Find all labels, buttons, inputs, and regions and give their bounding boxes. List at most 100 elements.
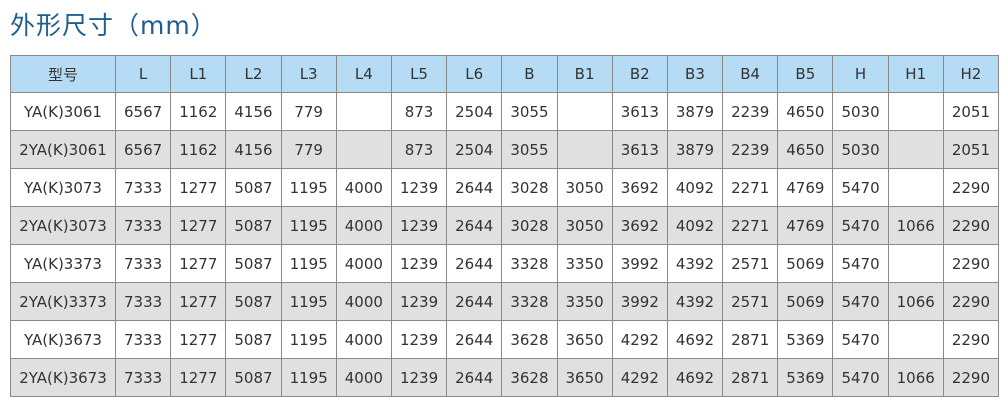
value-cell: 4692 bbox=[666, 320, 724, 359]
value-cell: 5087 bbox=[225, 244, 282, 283]
value-cell: 4000 bbox=[335, 358, 392, 397]
value-cell: 3992 bbox=[611, 244, 668, 283]
value-cell: 5087 bbox=[225, 168, 282, 207]
value-cell: 3350 bbox=[556, 244, 613, 283]
value-cell: 4392 bbox=[666, 244, 724, 283]
table-row: 2YA(K)3073 7333 1277 5087 1195 4000 1239 2644 30… bbox=[10, 206, 1000, 245]
model-cell: YA(K)3073 bbox=[10, 168, 116, 207]
value-cell: 3055 bbox=[501, 130, 558, 169]
value-cell: 4092 bbox=[666, 206, 724, 245]
value-cell: 5030 bbox=[832, 92, 889, 131]
value-cell: 4650 bbox=[777, 130, 834, 169]
value-cell: 2644 bbox=[446, 358, 503, 397]
value-cell: 1066 bbox=[887, 358, 944, 397]
value-cell: 5069 bbox=[777, 282, 834, 321]
value-cell: 3650 bbox=[556, 358, 613, 397]
column-header: B1 bbox=[556, 55, 613, 93]
column-header: L6 bbox=[446, 55, 503, 93]
value-cell: 3879 bbox=[666, 130, 724, 169]
value-cell: 873 bbox=[390, 130, 448, 169]
value-cell: 4156 bbox=[225, 130, 282, 169]
model-cell: YA(K)3673 bbox=[10, 320, 116, 359]
value-cell: 7333 bbox=[114, 206, 172, 245]
value-cell: 7333 bbox=[114, 282, 172, 321]
value-cell: 1195 bbox=[280, 206, 337, 245]
value-cell: 1277 bbox=[170, 206, 227, 245]
model-cell: YA(K)3061 bbox=[10, 92, 116, 131]
value-cell: 3055 bbox=[501, 92, 558, 131]
value-cell: 3328 bbox=[501, 282, 558, 321]
value-cell: 3028 bbox=[501, 168, 558, 207]
value-cell: 5470 bbox=[832, 282, 889, 321]
value-cell: 3050 bbox=[556, 168, 613, 207]
value-cell: 5069 bbox=[777, 244, 834, 283]
model-cell: 2YA(K)3073 bbox=[10, 206, 116, 245]
value-cell: 4769 bbox=[777, 168, 834, 207]
value-cell: 3613 bbox=[611, 92, 668, 131]
value-cell: 1066 bbox=[887, 282, 944, 321]
value-cell: 1239 bbox=[390, 358, 448, 397]
column-header: B2 bbox=[611, 55, 668, 93]
column-header: H1 bbox=[887, 55, 944, 93]
value-cell: 3350 bbox=[556, 282, 613, 321]
column-header: B bbox=[501, 55, 558, 93]
value-cell: 4650 bbox=[777, 92, 834, 131]
value-cell: 2290 bbox=[942, 244, 1000, 283]
value-cell: 4292 bbox=[611, 320, 668, 359]
value-cell: 2051 bbox=[942, 130, 1000, 169]
value-cell: 3692 bbox=[611, 206, 668, 245]
value-cell: 1239 bbox=[390, 320, 448, 359]
value-cell: 2504 bbox=[446, 130, 503, 169]
column-header: L1 bbox=[170, 55, 227, 93]
value-cell: 5470 bbox=[832, 320, 889, 359]
value-cell: 3992 bbox=[611, 282, 668, 321]
value-cell: 1277 bbox=[170, 168, 227, 207]
value-cell: 5470 bbox=[832, 168, 889, 207]
value-cell: 1239 bbox=[390, 244, 448, 283]
column-header: 型号 bbox=[10, 55, 116, 93]
column-header: L3 bbox=[280, 55, 337, 93]
value-cell bbox=[556, 130, 613, 169]
column-header: B3 bbox=[666, 55, 724, 93]
model-cell: YA(K)3373 bbox=[10, 244, 116, 283]
value-cell: 2239 bbox=[722, 92, 779, 131]
value-cell: 2239 bbox=[722, 130, 779, 169]
value-cell: 7333 bbox=[114, 244, 172, 283]
value-cell: 1277 bbox=[170, 282, 227, 321]
value-cell: 2871 bbox=[722, 358, 779, 397]
value-cell: 2290 bbox=[942, 320, 1000, 359]
value-cell: 3028 bbox=[501, 206, 558, 245]
value-cell: 2290 bbox=[942, 168, 1000, 207]
value-cell: 2271 bbox=[722, 206, 779, 245]
model-cell: 2YA(K)3673 bbox=[10, 358, 116, 397]
value-cell: 1277 bbox=[170, 244, 227, 283]
value-cell: 5087 bbox=[225, 206, 282, 245]
value-cell: 5369 bbox=[777, 358, 834, 397]
table-row: YA(K)3061 6567 1162 4156 779 873 2504 3055 3613 3… bbox=[10, 92, 1000, 131]
value-cell: 3650 bbox=[556, 320, 613, 359]
value-cell: 1162 bbox=[170, 92, 227, 131]
value-cell: 5369 bbox=[777, 320, 834, 359]
value-cell bbox=[556, 92, 613, 131]
value-cell: 5030 bbox=[832, 130, 889, 169]
value-cell: 2644 bbox=[446, 282, 503, 321]
value-cell: 1066 bbox=[887, 206, 944, 245]
value-cell: 5470 bbox=[832, 358, 889, 397]
value-cell: 5087 bbox=[225, 282, 282, 321]
table-row: 2YA(K)3373 7333 1277 5087 1195 4000 1239 2644 33… bbox=[10, 282, 1000, 321]
value-cell: 1277 bbox=[170, 320, 227, 359]
value-cell bbox=[887, 168, 944, 207]
value-cell: 2290 bbox=[942, 358, 1000, 397]
value-cell: 7333 bbox=[114, 358, 172, 397]
value-cell: 2871 bbox=[722, 320, 779, 359]
value-cell: 3328 bbox=[501, 244, 558, 283]
value-cell: 3692 bbox=[611, 168, 668, 207]
value-cell: 873 bbox=[390, 92, 448, 131]
value-cell bbox=[335, 130, 392, 169]
value-cell: 6567 bbox=[114, 130, 172, 169]
value-cell: 2051 bbox=[942, 92, 1000, 131]
value-cell: 3613 bbox=[611, 130, 668, 169]
model-cell: 2YA(K)3373 bbox=[10, 282, 116, 321]
value-cell: 1195 bbox=[280, 358, 337, 397]
value-cell: 2644 bbox=[446, 244, 503, 283]
